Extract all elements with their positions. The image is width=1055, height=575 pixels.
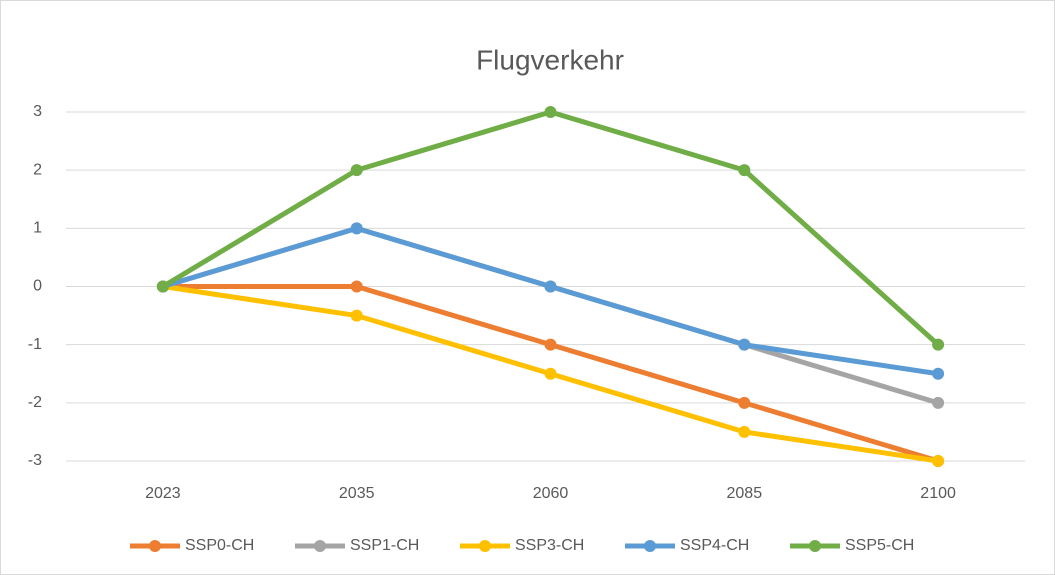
y-tick-label: -3 <box>28 452 42 469</box>
data-point <box>932 396 945 409</box>
data-point <box>738 396 751 409</box>
data-point <box>156 280 169 293</box>
legend-marker <box>479 540 491 552</box>
y-tick-label: -2 <box>28 394 42 411</box>
y-tick-label: 1 <box>33 220 42 237</box>
legend-label: SSP5-CH <box>845 537 914 554</box>
data-point <box>738 338 751 351</box>
data-point <box>350 222 363 235</box>
legend-marker <box>149 540 161 552</box>
y-tick-label: 0 <box>33 278 42 295</box>
legend-marker <box>644 540 656 552</box>
y-tick-label: -1 <box>28 336 42 353</box>
legend-label: SSP4-CH <box>680 537 749 554</box>
data-point <box>544 280 557 293</box>
data-point <box>932 338 945 351</box>
y-tick-label: 3 <box>33 103 42 120</box>
x-tick-label: 2085 <box>727 485 763 502</box>
x-tick-label: 2023 <box>145 485 181 502</box>
data-point <box>738 425 751 438</box>
data-point <box>350 309 363 322</box>
legend-label: SSP0-CH <box>185 537 254 554</box>
data-point <box>932 367 945 380</box>
legend-label: SSP3-CH <box>515 537 584 554</box>
legend-marker <box>809 540 821 552</box>
y-tick-label: 2 <box>33 161 42 178</box>
x-tick-label: 2035 <box>339 485 375 502</box>
x-tick-label: 2100 <box>920 485 956 502</box>
data-point <box>544 106 557 118</box>
data-point <box>350 280 363 293</box>
legend-marker <box>314 540 326 552</box>
data-point <box>738 164 751 177</box>
data-point <box>350 164 363 177</box>
chart-title: Flugverkehr <box>476 44 624 75</box>
data-point <box>544 367 557 380</box>
legend-label: SSP1-CH <box>350 537 419 554</box>
x-tick-label: 2060 <box>533 485 569 502</box>
data-point <box>932 455 945 467</box>
data-point <box>544 338 557 351</box>
